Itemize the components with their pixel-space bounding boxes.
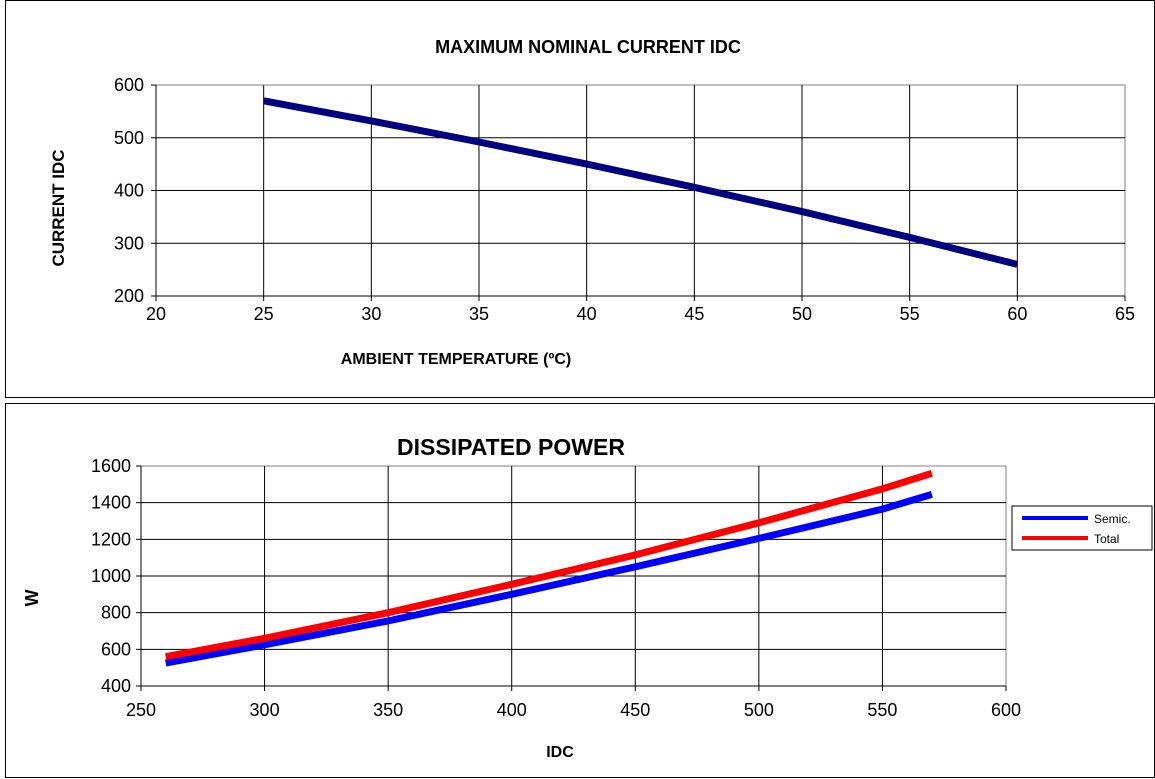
x-tick-label: 550 (867, 700, 897, 720)
x-tick-label: 40 (577, 304, 597, 324)
x-tick-label: 600 (991, 700, 1021, 720)
grid (136, 465, 1007, 691)
x-tick-label: 35 (469, 304, 489, 324)
y-axis-title: W (22, 590, 42, 607)
x-tick-labels: 250 300 350 400 450 500 550 600 (126, 700, 1021, 720)
current-chart-panel: MAXIMUM NOMINAL CURRENT IDC 20 25 30 35 40 45… (5, 0, 1155, 398)
series-line-total (165, 469, 933, 661)
legend: Semic. Total (1011, 505, 1153, 551)
x-tick-label: 55 (900, 304, 920, 324)
x-tick-label: 500 (744, 700, 774, 720)
series-group (165, 469, 933, 667)
series-line-semic (165, 491, 933, 667)
y-tick-label: 300 (114, 233, 144, 253)
x-tick-label: 60 (1007, 304, 1027, 324)
y-tick-label: 600 (101, 639, 131, 659)
x-tick-label: 45 (684, 304, 704, 324)
current-chart-svg: MAXIMUM NOMINAL CURRENT IDC 20 25 30 35 40 45… (49, 37, 1135, 368)
x-tick-label: 250 (126, 700, 156, 720)
x-tick-label: 450 (620, 700, 650, 720)
x-tick-label: 50 (792, 304, 812, 324)
x-tick-label: 400 (497, 700, 527, 720)
y-tick-labels: 400 600 800 1000 1200 1400 1600 (91, 456, 131, 696)
y-tick-label: 1600 (91, 456, 131, 476)
legend-label-total: Total (1094, 532, 1119, 546)
y-tick-label: 1000 (91, 566, 131, 586)
x-tick-label: 30 (361, 304, 381, 324)
y-tick-label: 400 (101, 676, 131, 696)
x-tick-label: 65 (1115, 304, 1135, 324)
power-chart-svg: DISSIPATED POWER 250 300 350 400 450 500 550 60… (22, 434, 1153, 761)
x-tick-labels: 20 25 30 35 40 45 50 55 60 65 (146, 304, 1135, 324)
y-tick-labels: 200 300 400 500 600 (114, 75, 144, 306)
y-tick-label: 600 (114, 75, 144, 95)
x-tick-label: 300 (250, 700, 280, 720)
y-tick-label: 800 (101, 603, 131, 623)
series-line (263, 97, 1019, 268)
y-tick-label: 1200 (91, 529, 131, 549)
x-tick-label: 25 (254, 304, 274, 324)
y-tick-label: 1400 (91, 493, 131, 513)
legend-box (1011, 505, 1153, 551)
chart-title: DISSIPATED POWER (397, 434, 625, 460)
x-tick-label: 20 (146, 304, 166, 324)
y-axis-title: CURRENT IDC (49, 149, 68, 266)
chart-title: MAXIMUM NOMINAL CURRENT IDC (435, 37, 741, 57)
y-tick-label: 400 (114, 181, 144, 201)
series-group (263, 97, 1019, 268)
y-tick-label: 200 (114, 286, 144, 306)
x-tick-label: 350 (373, 700, 403, 720)
x-axis-title: AMBIENT TEMPERATURE (ºC) (341, 351, 571, 368)
x-axis-title: IDC (546, 744, 574, 761)
y-tick-label: 500 (114, 128, 144, 148)
legend-label-semic: Semic. (1094, 512, 1131, 526)
power-chart-panel: DISSIPATED POWER 250 300 350 400 450 500 550 60… (5, 403, 1155, 778)
